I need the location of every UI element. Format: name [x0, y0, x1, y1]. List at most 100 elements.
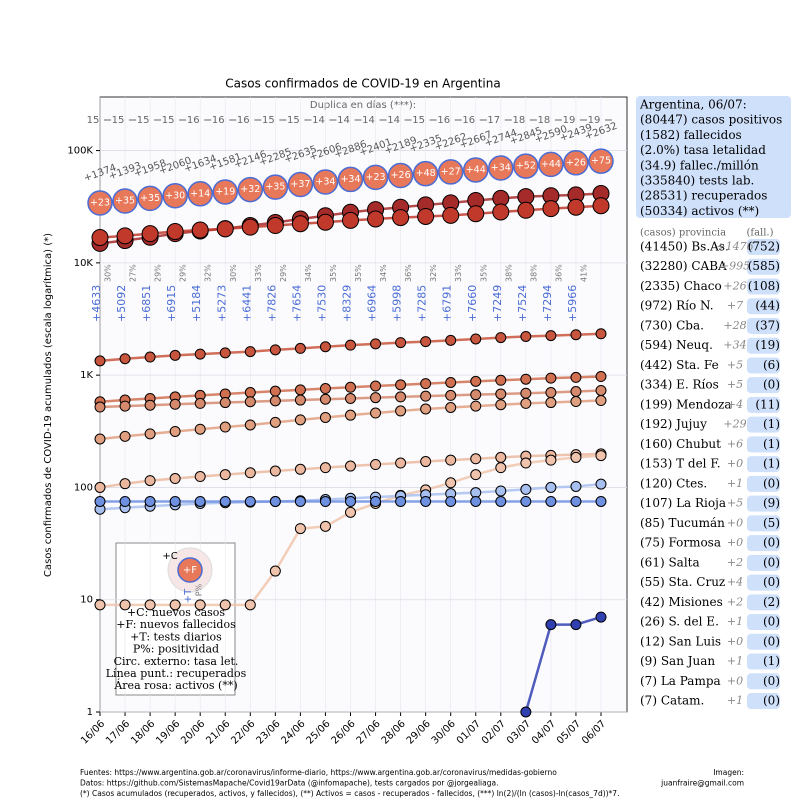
province-marker	[470, 389, 482, 401]
summary-line: (50334) activos (**)	[640, 204, 759, 218]
positivity-label: 35%	[354, 264, 363, 282]
province-marker	[595, 395, 607, 407]
province-marker	[269, 495, 281, 507]
doubling-days: 15	[137, 115, 150, 126]
x-tick-label: 30/06	[430, 718, 458, 746]
province-marker	[144, 599, 156, 611]
tests-label: +7294	[541, 285, 554, 322]
province-marker	[370, 392, 382, 404]
province-marker	[420, 403, 432, 415]
doubling-days: 16	[437, 115, 450, 126]
province-deaths: (0)	[763, 674, 780, 688]
deaths-bg	[747, 396, 780, 413]
x-tick-label: 16/06	[79, 718, 107, 746]
province-marker	[570, 329, 582, 341]
province-deaths: (0)	[763, 378, 780, 392]
province-name: (594) Neuq.	[640, 338, 713, 352]
x-tick-label: 28/06	[380, 718, 408, 746]
province-marker	[420, 495, 432, 507]
province-name: (153) T del F.	[640, 457, 721, 471]
deaths-bg	[747, 653, 780, 670]
province-marker	[420, 390, 432, 402]
total-marker	[488, 155, 514, 181]
province-new: +1	[727, 655, 743, 668]
province-marker	[595, 478, 607, 490]
province-marker	[219, 599, 231, 611]
province-marker	[194, 423, 206, 435]
deaths-bg	[747, 357, 780, 374]
province-marker	[417, 207, 435, 225]
deaths-bg	[747, 535, 780, 552]
doubling-days: 15	[287, 115, 300, 126]
province-marker	[495, 451, 507, 463]
x-tick-label: 19/06	[154, 718, 182, 746]
province-marker	[545, 495, 557, 507]
positivity-label: 33%	[254, 264, 263, 282]
province-new: +1476	[716, 240, 753, 253]
deaths-bg	[747, 614, 780, 631]
province-marker	[169, 599, 181, 611]
province-marker	[269, 565, 281, 577]
province-marker	[91, 229, 109, 247]
deaths-bg	[747, 278, 780, 295]
province-marker	[291, 215, 309, 233]
province-marker	[119, 599, 131, 611]
province-marker	[495, 399, 507, 411]
tests-label: +7654	[290, 285, 303, 322]
province-marker	[294, 495, 306, 507]
tests-label: +5184	[190, 285, 203, 322]
province-deaths: (1)	[763, 654, 780, 668]
y-tick-label: 1	[87, 707, 93, 718]
province-new: +29	[723, 418, 746, 431]
province-marker	[345, 460, 356, 472]
province-marker	[570, 619, 582, 631]
doubling-days: 15	[87, 115, 100, 126]
province-marker	[395, 337, 407, 349]
province-new: +0	[727, 536, 743, 549]
total-marker	[513, 153, 539, 179]
new-deaths-label: +44	[466, 164, 486, 175]
province-marker	[570, 371, 582, 383]
positivity-label: 36%	[404, 264, 413, 282]
deaths-bg	[747, 258, 780, 275]
province-new: +5	[727, 358, 743, 371]
positivity-label: 30%	[104, 264, 113, 282]
footer-line: (*) Casos acumulados (recuperados, activ…	[80, 789, 619, 798]
province-marker	[545, 454, 557, 466]
province-marker	[570, 396, 582, 408]
legend-sample: P%	[195, 583, 204, 596]
total-marker	[262, 174, 289, 200]
province-marker	[520, 457, 532, 469]
series-line	[524, 615, 602, 713]
deaths-bg	[747, 594, 780, 611]
doubling-days: 19	[588, 115, 601, 126]
doubling-days: 17	[487, 115, 500, 126]
x-tick-label: 23/06	[254, 718, 282, 746]
province-marker	[445, 376, 457, 388]
summary-line: (28531) recuperados	[640, 189, 767, 203]
province-deaths: (1)	[763, 457, 780, 471]
province-deaths: (19)	[755, 338, 780, 352]
province-name: (12) San Luis	[640, 634, 721, 648]
province-marker	[367, 210, 385, 228]
y-tick-label: 100K	[67, 146, 93, 157]
province-marker	[119, 430, 131, 442]
province-marker	[445, 477, 457, 489]
province-marker	[567, 198, 585, 216]
province-new: +0	[727, 516, 743, 529]
new-deaths-label: +32	[240, 184, 260, 195]
province-marker	[592, 197, 610, 215]
tests-label: +5966	[566, 285, 579, 322]
total-marker	[87, 190, 113, 216]
total-marker	[563, 150, 589, 176]
province-marker	[395, 379, 407, 391]
province-marker	[319, 520, 331, 532]
province-marker	[319, 341, 331, 353]
province-marker	[119, 353, 131, 365]
new-deaths-label: +34	[491, 163, 511, 174]
x-tick-label: 24/06	[279, 718, 307, 746]
province-marker	[141, 225, 159, 243]
province-name: (7) La Pampa	[640, 674, 721, 688]
province-new: +4	[727, 576, 743, 589]
positivity-label: 38%	[504, 264, 513, 282]
